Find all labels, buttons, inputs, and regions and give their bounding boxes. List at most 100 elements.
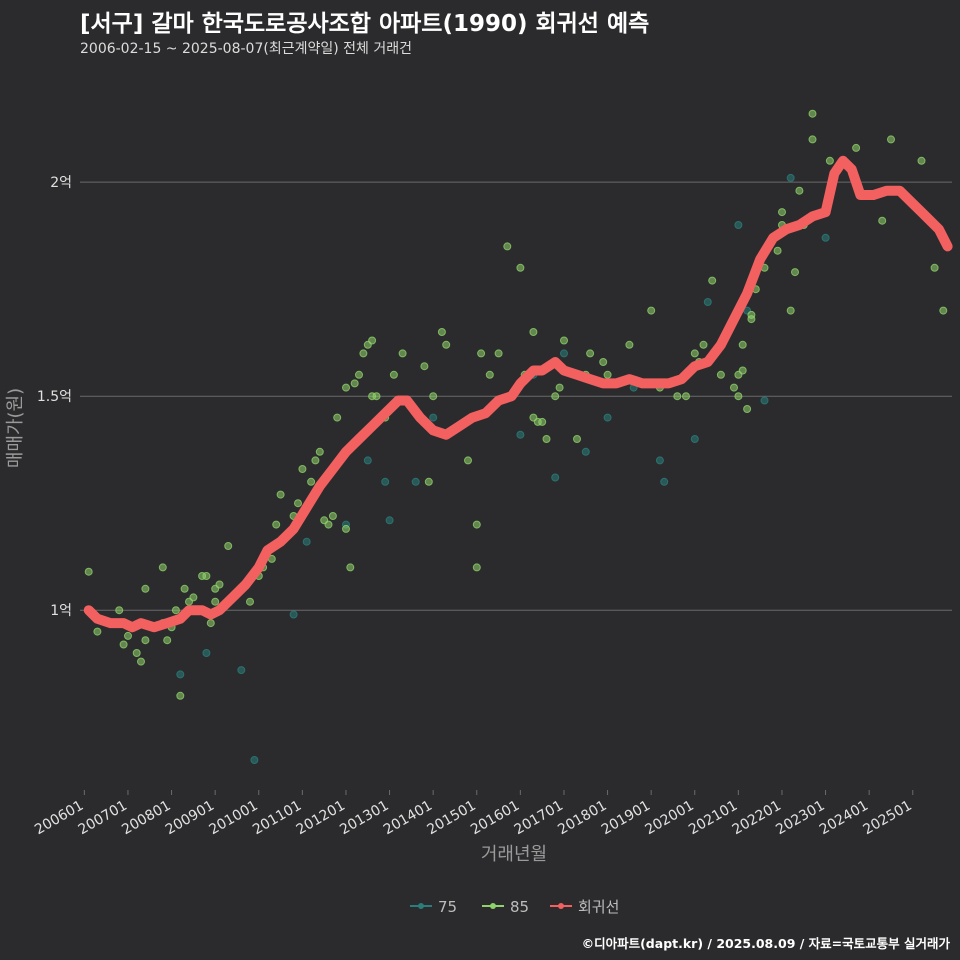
data-point-85 bbox=[485, 370, 494, 379]
data-point-85 bbox=[747, 310, 756, 319]
data-point-85 bbox=[158, 563, 167, 572]
regression-line bbox=[83, 155, 953, 633]
data-point-85 bbox=[743, 405, 752, 413]
data-point-85 bbox=[202, 572, 211, 580]
data-point-75 bbox=[760, 396, 769, 405]
chart-subtitle: 2006-02-15 ~ 2025-08-07(최근계약일) 전체 거래건 bbox=[80, 41, 412, 57]
legend-marker-s75 bbox=[418, 903, 424, 909]
data-point-75 bbox=[551, 473, 560, 482]
data-point-75 bbox=[660, 477, 669, 486]
data-point-75 bbox=[176, 670, 185, 679]
data-point-85 bbox=[808, 135, 817, 144]
data-point-85 bbox=[730, 383, 738, 392]
x-tick-label: 202501 bbox=[860, 798, 914, 839]
legend-label-s75: 75 bbox=[438, 898, 457, 916]
data-point-75 bbox=[560, 349, 568, 358]
data-point-85 bbox=[342, 524, 350, 533]
data-point-85 bbox=[141, 636, 150, 645]
data-point-85 bbox=[708, 276, 717, 285]
data-point-85 bbox=[734, 392, 743, 401]
data-point-85 bbox=[852, 143, 861, 152]
data-point-85 bbox=[472, 520, 481, 529]
data-point-75 bbox=[385, 516, 394, 525]
data-point-75 bbox=[381, 477, 390, 486]
x-tick-label: 200901 bbox=[163, 798, 217, 839]
x-tick-label: 202401 bbox=[817, 798, 871, 839]
data-point-85 bbox=[132, 649, 141, 657]
data-point-75 bbox=[302, 537, 311, 546]
data-point-85 bbox=[298, 465, 307, 473]
data-point-85 bbox=[119, 640, 128, 649]
x-tick-label: 202001 bbox=[642, 798, 696, 839]
data-point-75 bbox=[821, 233, 830, 242]
data-point-85 bbox=[887, 135, 895, 144]
legend-label-regression: 회귀선 bbox=[578, 898, 619, 916]
data-point-85 bbox=[163, 636, 172, 645]
data-point-85 bbox=[137, 657, 145, 666]
data-point-85 bbox=[716, 370, 725, 379]
data-point-75 bbox=[655, 456, 664, 465]
data-point-85 bbox=[355, 370, 363, 379]
data-point-85 bbox=[442, 340, 451, 349]
data-point-85 bbox=[786, 306, 795, 315]
data-point-85 bbox=[272, 520, 281, 529]
data-point-85 bbox=[176, 691, 185, 700]
data-point-85 bbox=[311, 456, 320, 465]
data-point-85 bbox=[115, 606, 124, 615]
data-point-85 bbox=[586, 349, 595, 358]
data-point-85 bbox=[538, 417, 547, 426]
x-tick-label: 202201 bbox=[730, 798, 784, 839]
data-point-85 bbox=[84, 567, 93, 576]
data-point-85 bbox=[342, 383, 350, 392]
x-tick-label: 201601 bbox=[468, 798, 522, 839]
y-tick-label: 1억 bbox=[50, 603, 72, 619]
x-tick-label: 201701 bbox=[512, 798, 566, 839]
data-point-85 bbox=[389, 370, 398, 379]
data-point-85 bbox=[477, 349, 486, 358]
data-point-85 bbox=[682, 392, 690, 401]
data-point-85 bbox=[398, 349, 407, 358]
regression-line-layer bbox=[83, 155, 953, 633]
data-point-85 bbox=[573, 435, 581, 443]
data-point-85 bbox=[917, 156, 926, 165]
data-point-75 bbox=[734, 221, 743, 229]
data-point-85 bbox=[141, 584, 150, 593]
chart-title: [서구] 갈마 한국도로공사조합 아파트(1990) 회귀선 예측 bbox=[80, 11, 650, 37]
y-axis-tick-labels: 1억 1.5억 2억 bbox=[37, 175, 72, 619]
data-point-85 bbox=[328, 512, 337, 520]
data-point-85 bbox=[599, 358, 608, 366]
data-point-75 bbox=[250, 756, 259, 764]
y-tick-label: 2억 bbox=[50, 175, 72, 191]
data-point-85 bbox=[825, 156, 834, 165]
legend-label-s85: 85 bbox=[510, 898, 529, 916]
data-point-85 bbox=[180, 584, 189, 593]
data-point-75 bbox=[289, 610, 298, 619]
x-tick-label: 201001 bbox=[206, 798, 260, 839]
data-point-85 bbox=[93, 627, 102, 636]
data-point-85 bbox=[464, 456, 472, 465]
data-point-85 bbox=[372, 392, 381, 401]
data-point-75 bbox=[603, 413, 612, 422]
x-tick-label: 200701 bbox=[76, 798, 130, 839]
data-point-85 bbox=[673, 392, 682, 401]
data-point-85 bbox=[738, 340, 747, 349]
data-point-85 bbox=[350, 379, 359, 388]
data-point-85 bbox=[189, 593, 198, 602]
data-point-85 bbox=[215, 580, 224, 589]
data-point-85 bbox=[429, 392, 438, 401]
data-point-85 bbox=[778, 208, 786, 217]
data-point-85 bbox=[124, 631, 132, 640]
data-point-85 bbox=[420, 362, 429, 371]
data-point-85 bbox=[333, 413, 342, 422]
data-point-85 bbox=[437, 328, 446, 336]
data-point-85 bbox=[346, 563, 355, 572]
x-tick-label: 200801 bbox=[119, 798, 173, 839]
x-tick-label: 201401 bbox=[381, 798, 435, 839]
data-point-75 bbox=[690, 435, 699, 443]
data-point-85 bbox=[930, 263, 939, 272]
data-point-85 bbox=[206, 619, 215, 628]
y-axis-title: 매매가(원) bbox=[5, 388, 26, 468]
y-tick-label: 1.5억 bbox=[37, 389, 72, 405]
data-point-85 bbox=[603, 370, 612, 379]
legend-marker-regression bbox=[558, 903, 564, 909]
